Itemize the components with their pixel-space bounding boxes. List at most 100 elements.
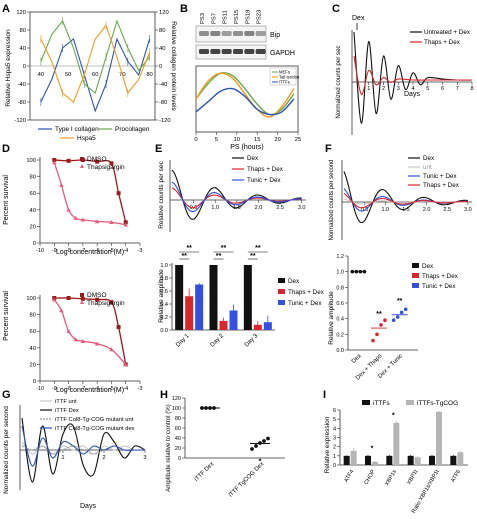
panel-i-bar — [436, 411, 442, 465]
panel-f-dot-point — [371, 338, 375, 343]
panel-a: A Relative Hspa5 expression Relative col… — [2, 3, 177, 142]
panel-a-yticks-right: 120 80 40 0 -40 -80 -120 — [155, 10, 171, 124]
panel-g-xtick-label: 1 — [61, 455, 64, 461]
panel-e-day-label: Day 2 — [210, 333, 226, 349]
panel-i-legend: iTTFs iTTFs-TgCOG — [362, 400, 458, 407]
panel-e-sig-label: ** — [255, 245, 261, 252]
legend-swatch-e2-dex — [278, 278, 285, 283]
panel-a-series-line — [40, 37, 151, 113]
panel-h-ytick-label: 120 — [172, 396, 181, 402]
panel-i: I Relative expression iTTFs iTTFs-TgCOG … — [323, 389, 468, 515]
legend-swatch-ittfs-tgcog — [406, 400, 414, 405]
panel-c-series-line — [353, 55, 472, 95]
legend-swatch-ittfs — [362, 400, 370, 405]
panel-f-dot-point — [395, 315, 400, 319]
panel-d-point-dmso — [109, 161, 114, 166]
panel-b-gapdh-band — [199, 49, 209, 54]
panel-e-top-series — [171, 169, 302, 220]
panel-i-bar — [372, 461, 378, 465]
panel-c-xtick-label: 3 — [397, 86, 400, 92]
panel-d-xtick-label: -10 — [36, 248, 44, 254]
panel-d-ylabel-bottom: Percent survival — [3, 291, 10, 341]
panel-d-ytick-label: 0 — [33, 241, 36, 247]
panel-f-dot-ytick-label: 0.6 — [336, 301, 344, 307]
panel-h: H Amplitude relative to control (%) 1201… — [160, 389, 285, 499]
panel-f-dot-point — [379, 323, 383, 327]
panel-f-bottom-legend: Dex Thaps + Dex Tunic + Dex — [412, 263, 459, 290]
panel-b-xtick-label: 20 — [274, 137, 280, 143]
panel-e-top-xtick-label: 2.0 — [255, 205, 263, 211]
panel-e-bar — [243, 265, 252, 330]
panel-e-top-series-line — [171, 169, 302, 220]
legend-swatch-f2-thaps — [412, 273, 419, 278]
panel-b-lane-label: PS23 — [257, 10, 263, 24]
panel-g-xtick-label: 2 — [102, 455, 105, 461]
legend-label-i-ittfs: iTTFs — [373, 400, 390, 407]
panel-e-ylabel-top: Relative counts per sec — [158, 160, 165, 228]
panel-g-ylabel: Normalized counts per second — [3, 406, 10, 494]
panel-d-point-thaps — [94, 219, 100, 224]
legend-label-g-dex: iTTF Dex — [55, 408, 79, 414]
panel-g-series — [21, 417, 146, 483]
panel-e: E Relative counts per sec 0.5 1.0 1.5 2.0 2.… — [155, 143, 325, 349]
legend-label-i-ittfs-tgcog: iTTFs-TgCOG — [417, 400, 458, 407]
legend-label-f2-tunic: Tunic + Dex — [422, 283, 456, 290]
panel-b-xtick-label: 10 — [234, 137, 240, 143]
legend-label-ittfs: iTTFs — [279, 80, 290, 85]
panel-b-bip-band — [255, 31, 266, 36]
panel-d-point-thaps — [94, 341, 100, 346]
panel-f-top-series — [343, 171, 468, 224]
panel-c-xtick-label: 6 — [441, 86, 444, 92]
panel-e-sig-label: ** — [250, 253, 256, 260]
panel-b-bip-band — [199, 31, 209, 36]
panel-i-category-label: CHOP — [363, 469, 376, 486]
panel-e-sig-label: ** — [221, 245, 227, 252]
panel-d-ylabel-top: Percent survival — [3, 175, 10, 225]
panel-a-xtick-label: 50 — [65, 72, 71, 78]
panel-b-series — [195, 71, 295, 118]
panel-d-point-dmso — [80, 296, 85, 301]
panel-d-xtick-label: -8 — [66, 386, 71, 392]
legend-label-mefs: MEFs — [279, 70, 290, 75]
panel-d-point-thaps — [80, 338, 86, 343]
panel-f-top-series-line — [343, 171, 468, 224]
panel-c-series-line — [353, 31, 473, 124]
panel-d-point-dmso — [123, 220, 128, 225]
panel-d-point-thaps — [59, 182, 64, 187]
panel-b-xtick-label: 0 — [194, 137, 197, 143]
panel-label-g: G — [2, 389, 11, 401]
panel-d-ytick-label: 20 — [30, 224, 36, 230]
panel-c-ylabel: Normalized counts per sec — [335, 45, 342, 118]
panel-b-gapdh-band — [255, 49, 266, 54]
panel-d-point-thaps — [66, 207, 71, 212]
panel-label-h: H — [160, 389, 168, 401]
panel-c-xtick-label: 1 — [367, 86, 370, 92]
panel-h-point — [250, 447, 254, 451]
legend-label-untreated: Untreated + Dex — [424, 29, 471, 36]
panel-d-point-dmso — [66, 296, 71, 300]
legend-label-g-unt: iTTF unt — [55, 399, 77, 405]
panel-a-ytick-left-label: 40 — [20, 46, 26, 52]
panel-e-top-xtick-label: 1.0 — [211, 205, 219, 211]
panel-i-category-label: XBP1t — [406, 469, 419, 486]
panel-f-sig-label: ** — [397, 298, 403, 305]
panel-f-dot-point — [375, 332, 379, 337]
panel-a-ytick-right-label: -120 — [159, 118, 171, 124]
panel-b-bip-band — [210, 31, 221, 36]
panel-f-top-xtick-label: 1.0 — [381, 207, 389, 213]
panel-f-dot-ytick-label: 0.0 — [336, 348, 344, 354]
panel-b-xlabel: PS (hours) — [230, 144, 263, 151]
panel-f: F Normalized counts per second 0.5 1.0 1.5… — [325, 143, 472, 382]
legend-label-f-dex: Dex — [423, 155, 435, 162]
panel-f-ylabel-bottom: Relative amplitude — [328, 291, 335, 345]
panel-b-gapdh-band — [221, 49, 232, 54]
panel-a-ytick-right-label: 0 — [159, 64, 162, 70]
legend-swatch-e2-thaps — [278, 289, 285, 294]
panel-g-xtick-label: 3 — [143, 455, 146, 461]
panel-a-ytick-right-label: 40 — [159, 46, 165, 52]
panel-d-point-dmso — [95, 159, 100, 164]
panel-d-xtick-label: -7 — [80, 248, 85, 254]
panel-a-ytick-right-label: 120 — [159, 10, 169, 16]
